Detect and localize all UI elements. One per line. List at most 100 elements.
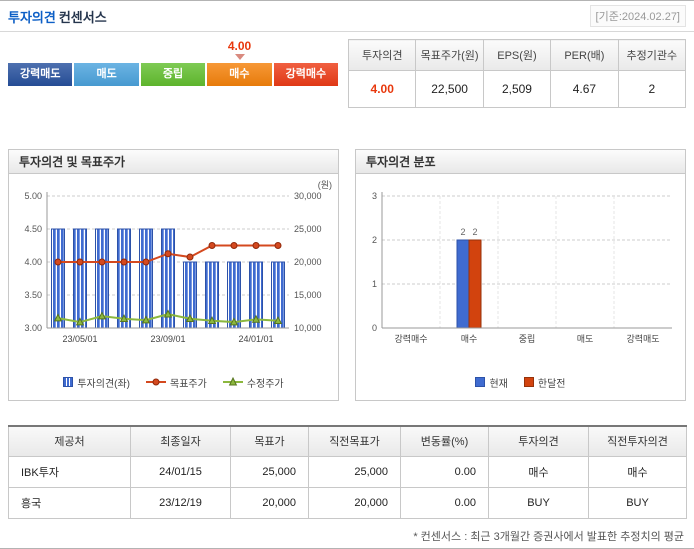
distribution-chart-body: 0 1 2 3 2 2 강력매수 매수 중립 매도 강력매도 현재 한달전 [355, 174, 686, 401]
summary-opinion-value: 4.00 [347, 70, 417, 108]
target-price-marker [98, 258, 106, 266]
legend-item-month-ago: 한달전 [523, 375, 566, 390]
adjusted-price-marker [75, 317, 85, 326]
summary-agency-count-value: 2 [617, 70, 687, 108]
adjusted-price-line-legend-icon [222, 377, 243, 386]
broker-opinion: BUY [488, 486, 589, 519]
broker-header-provider: 제공처 [8, 425, 131, 457]
adjusted-price-marker [97, 311, 107, 320]
adjusted-price-marker [207, 316, 217, 325]
summary-header-opinion: 투자의견 [347, 39, 417, 71]
broker-change-rate: 0.00 [400, 455, 489, 488]
broker-target-price: 20,000 [230, 486, 309, 519]
month-ago-bar [468, 239, 482, 329]
top-summary-row: 4.00 강력매도 매도 중립 매수 강력매수 투자의견 목표주가(원) EPS… [0, 32, 694, 109]
page-title: 투자의견 컨센서스 [8, 7, 107, 26]
broker-header-opinion: 투자의견 [488, 425, 589, 457]
rating-scale: 4.00 강력매도 매도 중립 매수 강력매수 [8, 39, 339, 109]
summary-table: 투자의견 목표주가(원) EPS(원) PER(배) 추정기관수 4.00 22… [347, 39, 687, 108]
broker-header-row: 제공처 최종일자 목표가 직전목표가 변동률(%) 투자의견 직전투자의견 [8, 425, 687, 457]
bar-value-label: 2 [472, 227, 477, 237]
month-ago-bar-legend-icon [523, 377, 534, 387]
opinion-chart-legend: 투자의견(좌) 목표주가 수정주가 [9, 368, 338, 396]
panel-title-opinion-target: 투자의견 및 목표주가 [8, 149, 339, 174]
adjusted-price-marker [185, 314, 195, 323]
target-price-line-legend-icon [146, 378, 167, 386]
rating-scale-bar: 강력매도 매도 중립 매수 강력매수 [8, 63, 339, 86]
bar-value-label: 2 [460, 227, 465, 237]
broker-provider: IBK투자 [8, 455, 131, 488]
opinion-bar [139, 228, 153, 329]
y-axis-tick-label: 2 [372, 235, 377, 245]
rating-segment-sell: 매도 [74, 63, 139, 86]
page-header: 투자의견 컨센서스 [기준:2024.02.27] [0, 1, 694, 32]
broker-prev-target-price: 25,000 [308, 455, 401, 488]
as-of-date-label: [기준:2024.02.27] [589, 5, 686, 27]
y-axis-tick-label: 3 [372, 191, 377, 201]
broker-last-date: 23/12/19 [130, 486, 231, 519]
broker-prev-opinion: BUY [588, 486, 687, 519]
right-axis-tick-label: 20,000 [294, 257, 322, 267]
summary-eps-value: 2,509 [482, 70, 552, 108]
adjusted-price-marker [251, 314, 261, 323]
target-price-marker [252, 242, 260, 249]
x-axis-tick-label: 23/09/01 [150, 334, 185, 344]
target-price-marker [230, 242, 238, 249]
broker-table-row: 흥국 23/12/19 20,000 20,000 0.00 BUY BUY [8, 486, 687, 519]
rating-segment-hold: 중립 [140, 63, 206, 86]
target-price-marker [208, 242, 216, 249]
x-axis-tick-label: 24/01/01 [238, 334, 273, 344]
rating-marker-triangle-icon [234, 54, 245, 65]
legend-label-month-ago: 한달전 [537, 378, 566, 390]
adjusted-price-marker [119, 314, 129, 323]
legend-label-opinion: 투자의견(좌) [77, 378, 131, 390]
target-price-marker [54, 258, 62, 266]
opinion-bar [73, 228, 87, 329]
broker-table-row: IBK투자 24/01/15 25,000 25,000 0.00 매수 매수 [8, 455, 687, 488]
broker-header-target-price: 목표가 [230, 425, 309, 457]
legend-item-opinion: 투자의견(좌) [63, 375, 130, 390]
right-axis-tick-label: 10,000 [294, 323, 322, 333]
broker-prev-opinion: 매수 [588, 455, 687, 488]
summary-header-agency-count: 추정기관수 [617, 39, 687, 71]
broker-target-price: 25,000 [230, 455, 309, 488]
broker-opinion: 매수 [488, 455, 589, 488]
rating-segment-strong-sell: 강력매도 [8, 63, 73, 86]
distribution-chart-legend: 현재 한달전 [356, 368, 685, 396]
category-label: 매수 [461, 334, 478, 344]
category-label: 강력매도 [626, 333, 659, 344]
opinion-bar [51, 228, 65, 329]
target-price-marker [142, 258, 150, 266]
panel-title-distribution: 투자의견 분포 [355, 149, 686, 174]
opinion-bar [117, 228, 131, 329]
current-bar-legend-icon [475, 377, 486, 387]
adjusted-price-marker [163, 309, 173, 318]
opinion-bar-legend-icon [63, 377, 74, 387]
rating-segment-buy: 매수 [207, 63, 272, 86]
broker-prev-target-price: 20,000 [308, 486, 401, 519]
right-axis-unit-label: (원) [318, 180, 332, 190]
right-axis-tick-label: 15,000 [294, 290, 322, 300]
category-label: 중립 [519, 334, 536, 344]
current-bar [456, 239, 470, 329]
opinion-target-chart: 3.00 10,000 3.50 15,000 4.00 20,000 4.50 25,000… [24, 180, 332, 344]
rating-marker: 4.00 [206, 39, 273, 65]
adjusted-price-marker [53, 313, 63, 322]
left-axis-tick-label: 5.00 [24, 191, 42, 201]
broker-header-prev-opinion: 직전투자의견 [588, 425, 687, 457]
category-label: 매도 [577, 334, 594, 344]
broker-provider: 흥국 [8, 486, 131, 519]
x-axis-tick-label: 23/05/01 [62, 334, 97, 344]
left-axis-tick-label: 4.50 [24, 224, 42, 234]
legend-label-target-price: 목표주가 [170, 378, 207, 390]
summary-value-row: 4.00 22,500 2,509 4.67 2 [347, 70, 687, 108]
page-title-secondary: 컨센서스 [58, 9, 107, 25]
target-price-marker [274, 242, 282, 249]
category-label: 강력매수 [394, 333, 427, 344]
broker-table: 제공처 최종일자 목표가 직전목표가 변동률(%) 투자의견 직전투자의견 IB… [8, 425, 687, 519]
adjusted-price-marker [229, 317, 239, 326]
left-axis-tick-label: 4.00 [24, 257, 42, 267]
legend-label-adjusted-price: 수정주가 [246, 378, 284, 390]
